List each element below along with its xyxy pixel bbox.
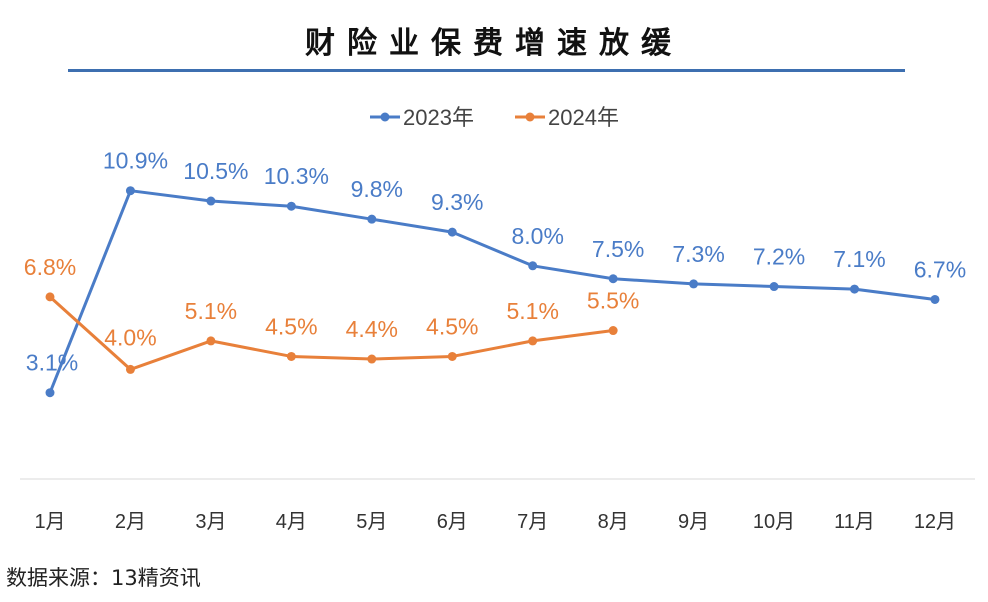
data-label: 3.1% <box>26 350 78 376</box>
data-label: 7.3% <box>672 241 724 267</box>
data-label: 4.0% <box>104 324 156 350</box>
data-point <box>125 364 135 374</box>
x-tick-label: 2月 <box>115 511 146 533</box>
x-tick-label: 6月 <box>437 511 468 533</box>
data-point <box>447 227 457 237</box>
chart-title: 财险业保费增速放缓 <box>305 26 683 61</box>
data-point <box>528 261 538 271</box>
x-tick-label: 4月 <box>276 511 307 533</box>
data-point <box>447 351 457 361</box>
data-label: 8.0% <box>511 223 563 249</box>
data-label: 6.8% <box>24 254 76 280</box>
data-point <box>206 336 216 346</box>
data-point <box>45 388 55 398</box>
legend-label: 2024年 <box>548 105 619 130</box>
data-point <box>286 351 296 361</box>
data-point <box>608 274 618 284</box>
data-point <box>930 294 940 304</box>
data-label: 10.3% <box>264 163 329 189</box>
data-label: 4.5% <box>426 313 478 339</box>
x-tick-label: 11月 <box>834 511 875 533</box>
data-point <box>206 196 216 206</box>
data-point <box>125 186 135 196</box>
source-note: 数据来源：13精资讯 <box>6 566 201 590</box>
data-point <box>608 326 618 336</box>
x-tick-label: 10月 <box>753 511 795 533</box>
data-label: 7.2% <box>753 244 805 270</box>
data-label: 9.8% <box>351 176 403 202</box>
title-underline <box>68 69 905 72</box>
data-point <box>286 201 296 211</box>
series-line <box>48 295 614 371</box>
data-point <box>367 354 377 364</box>
series-line <box>48 189 936 394</box>
data-point <box>367 214 377 224</box>
data-label: 5.1% <box>185 298 237 324</box>
data-point <box>528 336 538 346</box>
data-label: 4.4% <box>346 316 398 342</box>
data-label: 4.5% <box>265 313 317 339</box>
data-point <box>769 282 779 292</box>
data-label: 6.7% <box>914 256 966 282</box>
data-label: 10.9% <box>103 148 168 174</box>
x-tick-label: 1月 <box>34 511 65 533</box>
x-tick-label: 3月 <box>195 511 226 533</box>
data-label: 7.5% <box>592 236 644 262</box>
data-label: 5.5% <box>587 288 639 314</box>
legend-swatch-marker <box>525 112 535 122</box>
data-label: 9.3% <box>431 189 483 215</box>
x-tick-label: 7月 <box>517 511 548 533</box>
data-label: 7.1% <box>833 246 885 272</box>
x-tick-label: 9月 <box>678 511 709 533</box>
legend-swatch-marker <box>380 112 390 122</box>
data-label: 5.1% <box>506 298 558 324</box>
x-tick-label: 5月 <box>356 511 387 533</box>
data-point <box>45 292 55 302</box>
legend-label: 2023年 <box>403 105 474 130</box>
x-tick-label: 12月 <box>914 511 956 533</box>
data-point <box>850 284 859 294</box>
x-tick-label: 8月 <box>598 511 629 533</box>
data-label: 10.5% <box>183 158 248 184</box>
data-point <box>689 279 699 289</box>
